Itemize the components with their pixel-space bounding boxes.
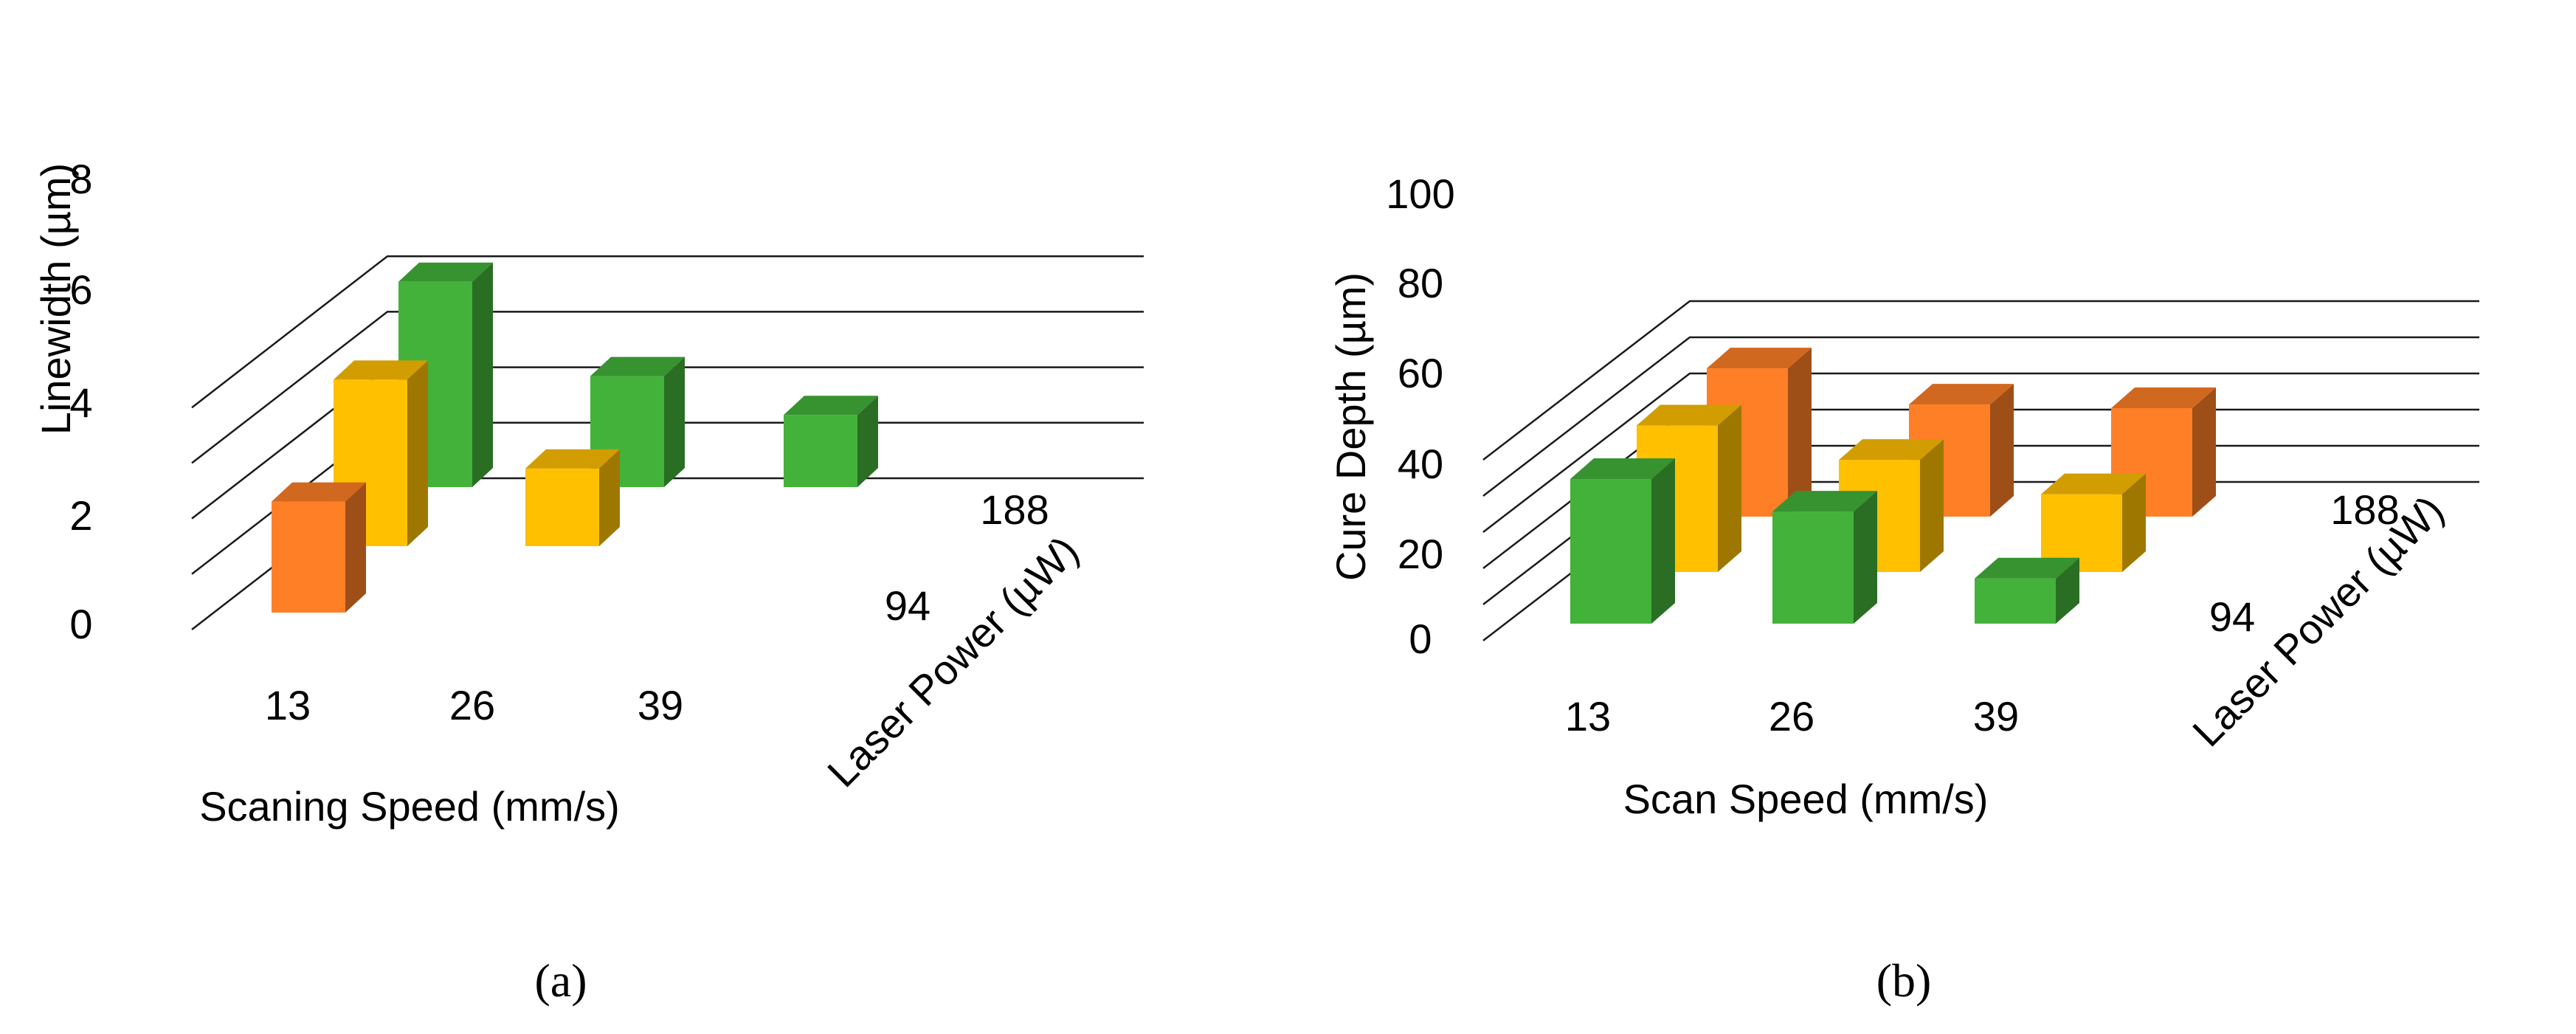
y-tick-label: 60	[1398, 350, 1443, 396]
chart-panel-b: 0 20 40 60 80 100 Cure Depth (µm) 13 26 …	[1327, 170, 2479, 1007]
x-tick-label: 13	[265, 682, 311, 728]
x-tick-label: 39	[1973, 693, 2019, 740]
y-tick-label: 0	[69, 601, 92, 647]
bar	[525, 449, 620, 546]
y-tick-label: 4	[69, 379, 92, 426]
y-tick-label: 40	[1398, 441, 1443, 487]
y-tick-label: 100	[1386, 170, 1454, 217]
depth-tick-label: 188	[2330, 486, 2399, 533]
bar	[784, 396, 878, 487]
chart-panel-a: 0 2 4 6 8 Linewidth (µm) 13 26 39 Scanin…	[32, 156, 1144, 1007]
y-axis-title-a: Linewidth (µm)	[32, 163, 79, 435]
depth-tick-label: 94	[2209, 593, 2255, 640]
bar	[1570, 458, 1675, 624]
gridline	[1482, 372, 2479, 533]
y-tick-label: 6	[69, 266, 92, 313]
bar	[1772, 491, 1877, 624]
gridline	[191, 255, 1144, 409]
bar	[2111, 387, 2216, 517]
bar	[1975, 557, 2079, 624]
y-axis-title-b: Cure Depth (µm)	[1327, 272, 1374, 581]
bar	[2041, 473, 2146, 572]
gridline	[191, 311, 1144, 464]
gridline	[1482, 336, 2479, 497]
y-tick-label: 80	[1398, 260, 1443, 306]
depth-tick-label: 188	[980, 486, 1049, 533]
bars-a	[272, 262, 878, 613]
panel-label-b: (b)	[1876, 954, 1932, 1007]
y-tick-label: 0	[1409, 616, 1432, 662]
y-tick-label: 20	[1398, 531, 1443, 577]
bar	[590, 356, 685, 487]
bars-b	[1570, 348, 2216, 624]
depth-axis-title-a: Laser Power (µW)	[818, 527, 1087, 796]
x-tick-label: 13	[1565, 693, 1611, 740]
bar	[272, 482, 366, 613]
x-axis-title-b: Scan Speed (mm/s)	[1623, 776, 1989, 822]
x-axis-title-a: Scaning Speed (mm/s)	[199, 783, 620, 830]
depth-tick-label: 94	[885, 582, 930, 629]
x-tick-label: 26	[1769, 693, 1814, 740]
panel-label-a: (a)	[534, 954, 587, 1007]
x-tick-label: 26	[449, 682, 495, 728]
y-tick-label: 8	[69, 156, 92, 202]
y-tick-label: 2	[69, 492, 92, 539]
x-tick-label: 39	[638, 682, 683, 728]
gridline	[1482, 300, 2479, 461]
